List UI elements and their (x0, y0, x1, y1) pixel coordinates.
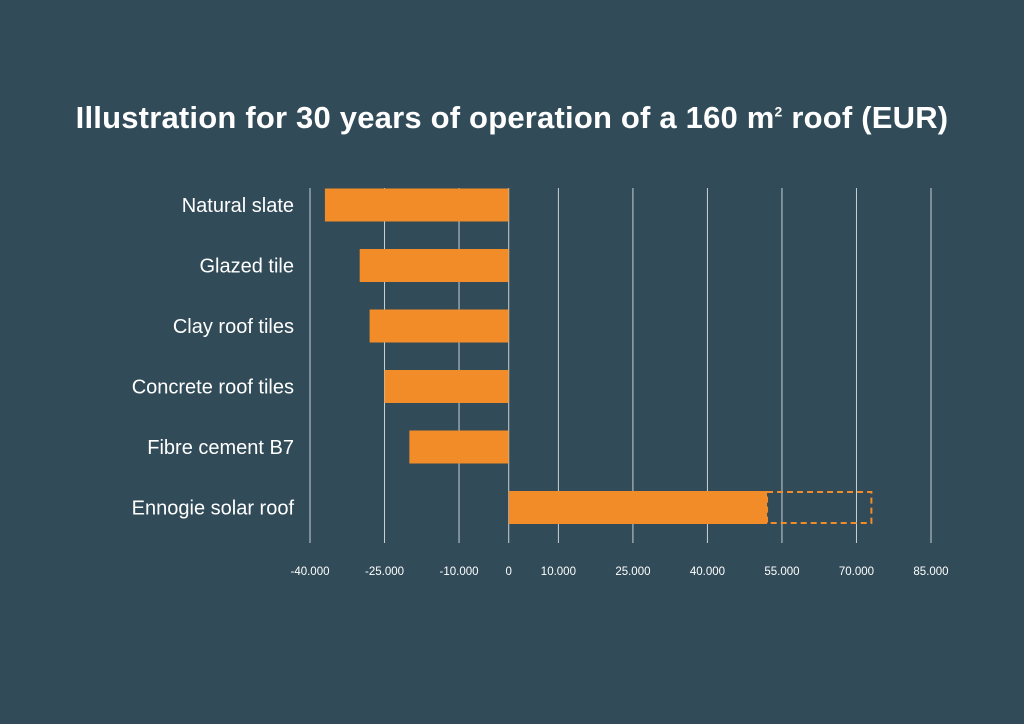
bar (384, 370, 509, 403)
category-label: Clay roof tiles (173, 316, 294, 338)
category-label: Natural slate (182, 195, 294, 217)
category-label: Ennogie solar roof (132, 498, 295, 520)
chart-title-suffix: roof (EUR) (782, 100, 949, 135)
category-labels: Natural slate Glazed tile Clay roof tiles C… (132, 195, 295, 520)
grid-lines (309, 188, 932, 543)
x-tick-label: 70.000 (839, 566, 874, 578)
category-label: Concrete roof tiles (132, 377, 294, 399)
bar (409, 430, 509, 464)
chart-title-superscript: 2 (774, 103, 783, 120)
x-tick-label: 0 (506, 566, 512, 578)
chart-title-prefix: Illustration for 30 years of operation o… (75, 100, 775, 135)
x-axis-ticks: -40.000 -25.000 -10.000 0 10.000 25.000 40.000… (290, 566, 948, 578)
bar (324, 188, 509, 222)
chart-title: Illustration for 30 years of operation o… (0, 100, 1024, 136)
x-tick-label: 10.000 (541, 566, 576, 578)
x-tick-label: -10.000 (440, 566, 479, 578)
bar (369, 309, 509, 343)
bar (508, 491, 768, 524)
x-tick-label: -25.000 (365, 566, 404, 578)
bar-potential-outline (766, 491, 873, 524)
x-tick-label: 25.000 (615, 566, 650, 578)
category-label: Glazed tile (200, 256, 295, 278)
x-tick-label: 40.000 (690, 566, 725, 578)
x-tick-label: -40.000 (290, 566, 329, 578)
bars (324, 188, 873, 524)
x-tick-label: 85.000 (913, 566, 948, 578)
x-tick-label: 55.000 (764, 566, 799, 578)
category-label: Fibre cement B7 (147, 437, 294, 459)
bar (359, 249, 509, 282)
